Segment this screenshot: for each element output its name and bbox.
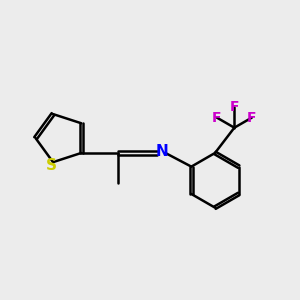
Text: F: F — [212, 111, 222, 124]
Text: S: S — [46, 158, 57, 173]
Text: F: F — [230, 100, 239, 115]
Text: F: F — [247, 111, 256, 124]
Text: N: N — [156, 144, 169, 159]
